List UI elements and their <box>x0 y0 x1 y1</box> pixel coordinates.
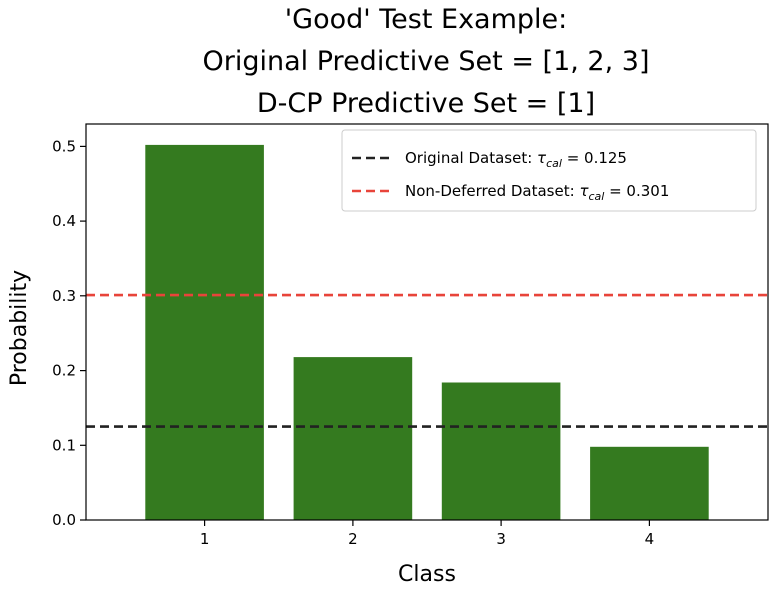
legend-label-2: Non-Deferred Dataset: τcal = 0.301 <box>405 182 669 203</box>
y-tick-label: 0.3 <box>52 287 76 305</box>
legend: Original Dataset: τcal = 0.125 Non-Deferr… <box>341 129 757 212</box>
legend-label-1: Original Dataset: τcal = 0.125 <box>405 149 627 170</box>
axes-layer: 0.0 0.1 0.2 0.3 0.4 0.5 1 2 3 4 <box>52 123 769 548</box>
y-tick-label: 0.2 <box>52 362 76 380</box>
bar-class-3 <box>441 382 561 520</box>
chart-title-line-1: 'Good' Test Example: <box>285 4 568 35</box>
reference-lines-layer <box>86 293 768 428</box>
chart-title-line-3: D-CP Predictive Set = [1] <box>257 88 595 119</box>
y-tick-label: 0.1 <box>52 436 76 454</box>
plot-frame <box>85 123 769 521</box>
bar-class-1 <box>145 144 264 520</box>
x-axis-label: Class <box>398 562 456 587</box>
legend-frame <box>341 129 757 212</box>
legend-items: Original Dataset: τcal = 0.125 Non-Deferr… <box>352 149 669 203</box>
bars-layer <box>145 144 709 520</box>
chart-title-line-2: Original Predictive Set = [1, 2, 3] <box>203 46 650 77</box>
x-tick-label: 4 <box>645 530 655 548</box>
bar-class-2 <box>293 357 413 520</box>
x-tick-label: 3 <box>496 530 506 548</box>
chart-title: 'Good' Test Example: Original Predictive… <box>203 4 650 119</box>
y-axis-label: Probability <box>7 270 32 386</box>
y-tick-label: 0.5 <box>52 137 76 155</box>
x-tick-label: 1 <box>200 530 210 548</box>
y-tick-label: 0.4 <box>52 212 76 230</box>
bar-class-4 <box>590 446 709 520</box>
x-tick-label: 2 <box>348 530 358 548</box>
y-tick-label: 0.0 <box>52 511 76 529</box>
